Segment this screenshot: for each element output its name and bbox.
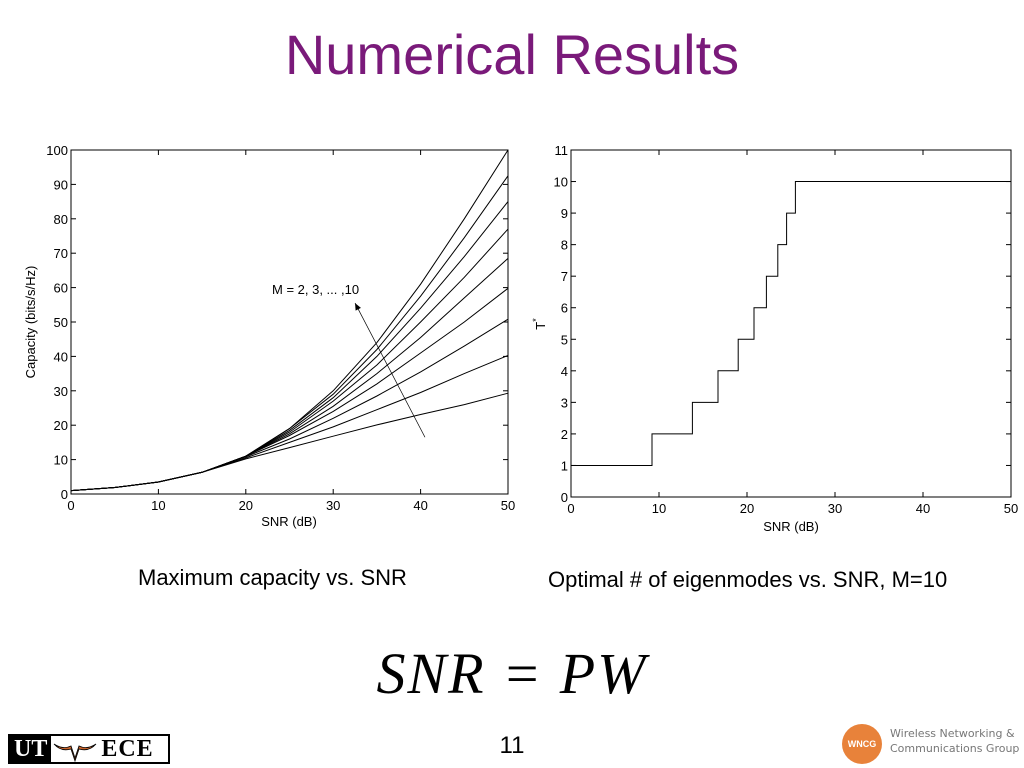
ut-ece-logo: UT ECE (8, 734, 170, 764)
ut-wordmark: UT (10, 736, 52, 762)
y-tick-label: 9 (561, 206, 568, 221)
capacity-chart: 0 10 20 30 40 50 0 10 20 30 40 50 60 70 80 90 100 M = 2,… (23, 143, 515, 529)
wncg-line-1: Wireless Networking & (890, 727, 1015, 740)
tick-group: 0 10 20 30 40 50 0 10 20 30 40 50 60 70 80 90 100 (46, 143, 515, 513)
slide-title: Numerical Results (284, 23, 740, 86)
x-tick-label: 20 (740, 501, 754, 516)
y-tick-label: 0 (561, 490, 568, 505)
eigenmodes-chart: 0 10 20 30 40 50 0 1 2 3 4 5 6 7 8 9 10 11 SNR (dB) T* (531, 143, 1019, 534)
y-tick-label: 10 (54, 453, 68, 468)
caption-left: Maximum capacity vs. SNR (138, 565, 407, 590)
x-tick-label: 10 (652, 501, 666, 516)
x-tick-label: 50 (501, 498, 515, 513)
caption-right: Optimal # of eigenmodes vs. SNR, M=10 (548, 567, 948, 592)
x-tick-label: 10 (151, 498, 165, 513)
x-tick-label: 30 (326, 498, 340, 513)
x-axis-label: SNR (dB) (763, 519, 819, 534)
x-tick-label: 20 (239, 498, 253, 513)
series-line-9 (70, 175, 509, 492)
x-tick-label: 40 (413, 498, 427, 513)
y-tick-label: 70 (54, 246, 68, 261)
y-tick-label: 20 (54, 418, 68, 433)
x-tick-label: 0 (67, 498, 74, 513)
page-number: 11 (499, 732, 525, 759)
y-axis-label: Capacity (bits/s/Hz) (23, 266, 38, 379)
y-tick-label: 1 (561, 458, 568, 473)
series-line-10 (70, 149, 509, 492)
annotation-arrowhead (355, 303, 361, 311)
y-axis-label: T* (531, 318, 548, 330)
x-tick-label: 40 (916, 501, 930, 516)
y-tick-label: 0 (61, 487, 68, 502)
longhorn-icon (54, 743, 97, 762)
series-group (70, 149, 509, 492)
equation: SNR = PW (376, 641, 648, 706)
series-line-7 (70, 228, 509, 492)
y-tick-label: 3 (561, 395, 568, 410)
wncg-badge: WNCG (842, 724, 882, 764)
y-tick-label: 11 (555, 143, 569, 158)
y-tick-label: 10 (554, 175, 568, 190)
y-tick-label: 60 (54, 281, 68, 296)
annotation-arrow (354, 302, 426, 438)
y-tick-label: 8 (561, 238, 568, 253)
ece-wordmark: ECE (101, 735, 154, 762)
annotation-label: M = 2, 3, ... ,10 (272, 282, 359, 297)
wncg-line-2: Communications Group (890, 742, 1020, 755)
plot-frame (570, 149, 1012, 498)
x-tick-label: 30 (828, 501, 842, 516)
wncg-logo: WNCG Wireless Networking & Communication… (842, 720, 1022, 766)
tick-group: 0 10 20 30 40 50 0 1 2 3 4 5 6 7 8 9 10 11 (554, 143, 1019, 516)
y-tick-label: 80 (54, 212, 68, 227)
step-series (571, 181, 1011, 466)
wncg-text: Wireless Networking & Communications Gro… (890, 726, 1019, 756)
x-tick-label: 0 (567, 501, 574, 516)
y-tick-label: 5 (561, 332, 568, 347)
y-tick-label: 6 (561, 301, 568, 316)
y-tick-label: 2 (561, 427, 568, 442)
x-tick-label: 50 (1004, 501, 1018, 516)
series-line-4 (70, 318, 509, 492)
series-line-3 (70, 354, 509, 492)
y-tick-label: 90 (54, 177, 68, 192)
y-tick-label: 7 (561, 269, 568, 284)
y-tick-label: 40 (54, 349, 68, 364)
y-tick-label: 30 (54, 384, 68, 399)
y-tick-label: 50 (54, 315, 68, 330)
y-tick-label: 4 (561, 364, 568, 379)
x-axis-label: SNR (dB) (261, 514, 317, 529)
y-tick-label: 100 (46, 143, 68, 158)
series-line-5 (70, 287, 509, 492)
